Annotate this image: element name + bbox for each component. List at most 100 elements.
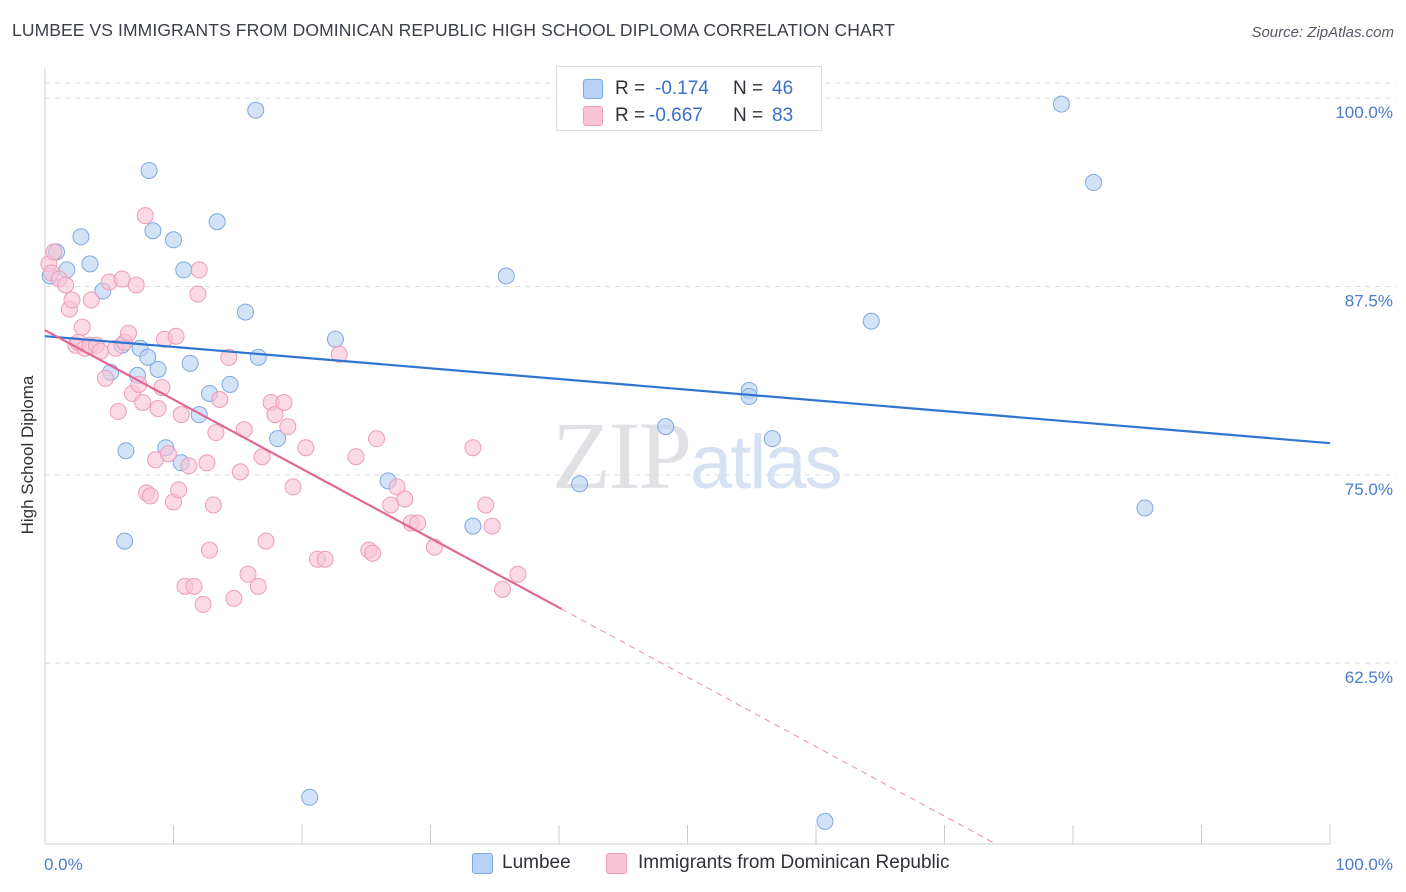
lumbee-point	[657, 418, 675, 436]
r-value: -0.667	[649, 105, 703, 126]
dominican-point	[159, 445, 177, 463]
lumbee-point	[301, 788, 319, 806]
y-tick-label: 75.0%	[1345, 480, 1393, 499]
trend-layer	[44, 329, 1331, 845]
dominican-point	[364, 544, 382, 562]
lumbee-point	[1136, 499, 1154, 517]
y-tick-label: 100.0%	[1335, 103, 1393, 122]
dominican-point	[368, 430, 386, 448]
dominican-point	[316, 550, 334, 568]
lumbee-point	[144, 222, 162, 240]
lumbee-point	[149, 360, 167, 378]
lumbee-point	[117, 442, 135, 460]
dominican-point	[190, 261, 208, 279]
source-credit: Source: ZipAtlas.com	[1251, 24, 1394, 41]
dominican-point	[134, 394, 152, 412]
dominican-legend-label: Immigrants from Dominican Republic	[638, 852, 950, 873]
lumbee-point	[497, 267, 515, 285]
dominican-point	[198, 454, 216, 472]
y-tick-label: 87.5%	[1345, 291, 1393, 310]
dominican-point	[185, 577, 203, 595]
dominican-point	[170, 481, 188, 499]
dominican-trend-line	[44, 329, 563, 610]
lumbee-point	[175, 261, 193, 279]
dominican-point	[180, 457, 198, 475]
lumbee-point	[571, 475, 589, 493]
dominican-point	[204, 496, 222, 514]
r-value: -0.174	[655, 78, 709, 99]
lumbee-point	[1085, 174, 1103, 192]
dominican-point	[396, 490, 414, 508]
dominican-point	[266, 406, 284, 424]
dominican-point	[57, 276, 75, 294]
dominican-point	[249, 577, 267, 595]
dominican-point	[113, 270, 131, 288]
lumbee-point	[181, 354, 199, 372]
lumbee-point	[326, 330, 344, 348]
dominican-point	[63, 291, 81, 309]
dominican-point	[96, 369, 114, 387]
dominican-point	[477, 496, 495, 514]
dominican-point	[239, 565, 257, 583]
lumbee-point	[116, 532, 134, 550]
dominican-point	[189, 285, 207, 303]
dominican-point	[509, 565, 527, 583]
stats-legend-row-dominican: R = -0.667 N = 83	[557, 100, 821, 130]
r-label: R =	[615, 78, 646, 99]
dominican-point	[207, 424, 225, 442]
dominican-point	[388, 478, 406, 496]
dominican-point	[120, 324, 138, 342]
dominican-point	[425, 538, 443, 556]
dominican-point	[149, 400, 167, 418]
lumbee-point	[208, 213, 226, 231]
lumbee-swatch	[583, 79, 603, 99]
dominican-point	[253, 448, 271, 466]
lumbee-point	[763, 430, 781, 448]
lumbee-legend-label: Lumbee	[502, 852, 571, 873]
chart-title: LUMBEE VS IMMIGRANTS FROM DOMINICAN REPU…	[12, 20, 895, 40]
stats-legend: R = -0.174 N = 46 R = -0.667 N = 83	[556, 66, 822, 131]
y-tick-label: 62.5%	[1345, 668, 1393, 687]
point-layer	[40, 95, 1154, 830]
lumbee-point	[165, 231, 182, 249]
dominican-point	[257, 532, 275, 550]
dominican-point	[200, 541, 218, 559]
lumbee-point	[140, 161, 158, 179]
dominican-point	[284, 478, 302, 496]
lumbee-point	[464, 517, 482, 535]
dominican-point	[141, 487, 159, 505]
x-tick-label: 100.0%	[1335, 855, 1393, 874]
lumbee-point	[81, 255, 99, 273]
dominican-point	[127, 276, 145, 294]
dominican-point	[483, 517, 501, 535]
dominican-point	[220, 348, 238, 366]
lumbee-legend-swatch	[472, 853, 493, 874]
lumbee-point	[816, 812, 834, 830]
lumbee-point	[72, 228, 90, 246]
lumbee-point	[221, 375, 239, 393]
dominican-point	[493, 580, 511, 598]
n-value: 83	[772, 105, 794, 126]
dominican-point	[136, 207, 154, 225]
dominican-point	[172, 406, 190, 424]
lumbee-point	[249, 348, 267, 366]
dominican-point	[225, 589, 243, 607]
dominican-point	[347, 448, 365, 466]
n-value: 46	[772, 78, 794, 99]
dominican-point	[45, 243, 63, 261]
dominican-point	[167, 327, 185, 345]
dominican-point	[73, 318, 91, 336]
stats-legend-row-lumbee: R = -0.174 N = 46	[557, 73, 821, 103]
y-axis-label: High School Diploma	[18, 375, 37, 535]
lumbee-point	[139, 348, 157, 366]
dominican-point	[279, 418, 297, 436]
lumbee-point	[247, 101, 265, 119]
lumbee-point	[236, 303, 254, 321]
lumbee-point	[862, 312, 880, 330]
n-label: N =	[733, 105, 764, 126]
dominican-point	[231, 463, 249, 481]
dominican-point	[382, 496, 400, 514]
dominican-point	[82, 291, 100, 309]
dominican-point	[464, 439, 482, 457]
